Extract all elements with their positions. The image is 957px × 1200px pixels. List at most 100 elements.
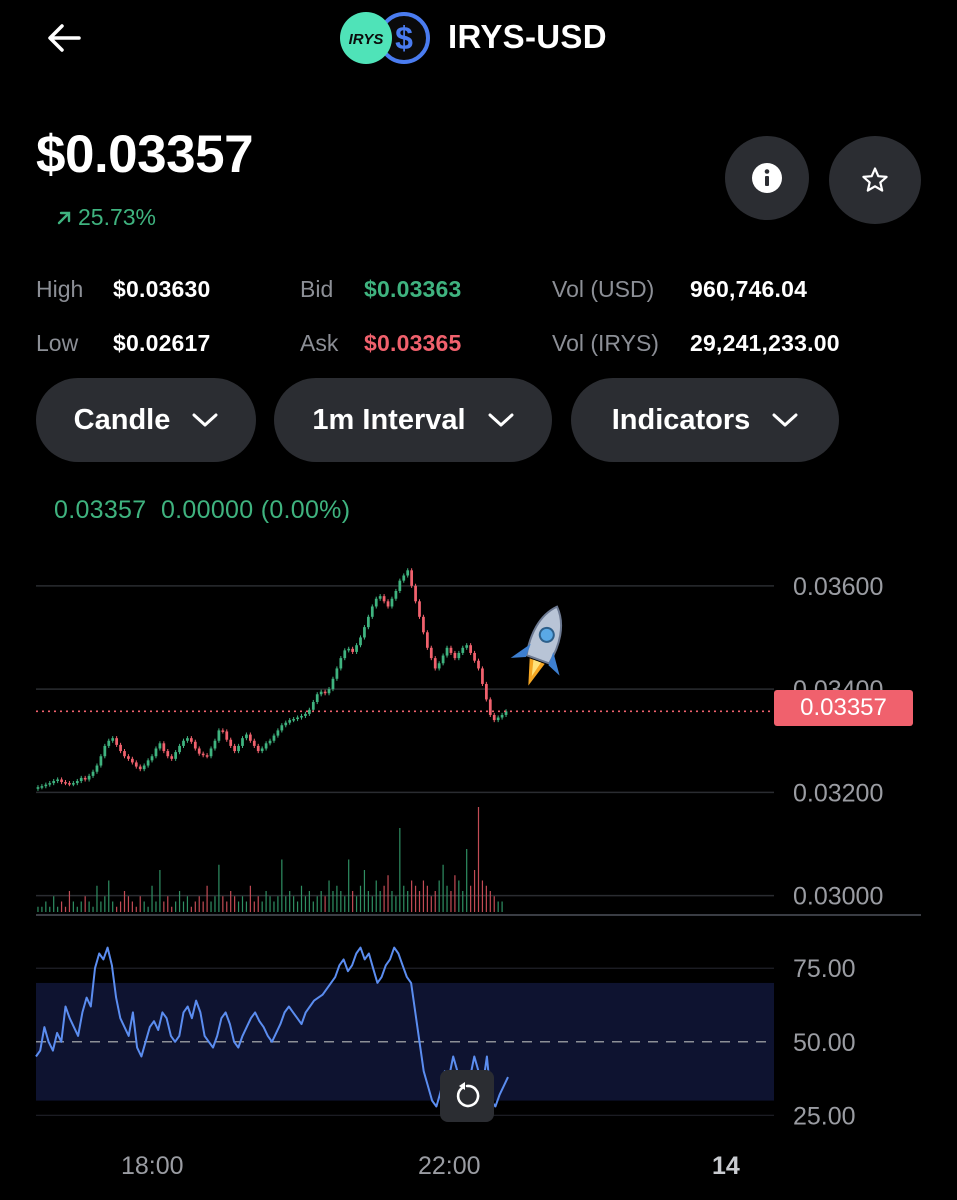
rsi-axis-tick: 50.00 xyxy=(793,1029,856,1057)
candle xyxy=(48,783,52,785)
volume-bar xyxy=(312,901,314,912)
volume-bar xyxy=(426,885,428,912)
volume-bar xyxy=(108,880,110,912)
volume-bar xyxy=(481,880,484,912)
volume-bar xyxy=(131,901,133,912)
chevron-down-icon xyxy=(772,413,798,427)
candle xyxy=(300,715,303,718)
volume-bar xyxy=(241,896,244,912)
volume-bar xyxy=(151,885,153,912)
interval-dropdown[interactable]: 1m Interval xyxy=(274,378,552,462)
candle xyxy=(390,598,394,607)
candle xyxy=(461,647,465,653)
candle xyxy=(288,720,292,723)
candle xyxy=(193,741,197,749)
candle xyxy=(209,748,213,757)
volume-bar xyxy=(422,880,425,912)
volume-bar xyxy=(261,901,263,912)
volume-bar xyxy=(316,896,318,912)
volume-bar xyxy=(182,901,185,912)
candle xyxy=(123,751,126,757)
candle xyxy=(366,616,370,628)
candle xyxy=(127,756,130,759)
candle xyxy=(205,755,209,757)
rsi-axis-tick: 25.00 xyxy=(793,1102,856,1130)
low-value: $0.02617 xyxy=(113,330,211,356)
candle xyxy=(386,601,390,607)
candle xyxy=(260,748,264,752)
indicators-label: Indicators xyxy=(611,403,751,436)
volume-bar xyxy=(407,891,409,912)
pair-logo: $ IRYS xyxy=(338,10,434,66)
vol-usd-value: 960,746.04 xyxy=(690,276,808,302)
ohlc-readout: 0.03357 0.00000 (0.00%) xyxy=(54,496,350,525)
candle xyxy=(311,702,315,710)
volume-bar xyxy=(450,891,452,912)
watchlist-star-button[interactable] xyxy=(829,136,921,224)
candle xyxy=(492,714,496,721)
reset-chart-button[interactable] xyxy=(440,1070,494,1122)
indicators-dropdown[interactable]: Indicators xyxy=(571,378,839,462)
candle xyxy=(201,753,205,756)
candle xyxy=(351,648,355,652)
volume-bar xyxy=(418,891,421,912)
candle xyxy=(437,663,441,669)
irys-logo-text: IRYS xyxy=(349,31,384,48)
candle xyxy=(64,782,67,784)
info-button[interactable] xyxy=(725,136,809,220)
candle xyxy=(429,647,433,659)
volume-bar xyxy=(178,891,181,912)
candle xyxy=(422,616,425,633)
candle xyxy=(75,781,79,784)
high-label: High xyxy=(36,276,84,302)
volume-bar xyxy=(218,864,220,912)
back-button[interactable] xyxy=(40,16,88,60)
candle xyxy=(449,647,453,653)
candle xyxy=(264,743,268,749)
volume-bar xyxy=(438,880,440,912)
volume-bar xyxy=(395,896,397,912)
candle xyxy=(343,650,347,659)
volume-bar xyxy=(100,901,102,912)
ask-label: Ask xyxy=(300,330,339,356)
candle xyxy=(359,637,362,646)
candle xyxy=(186,738,189,741)
volume-bar xyxy=(281,859,283,912)
last-price-tag: 0.03357 xyxy=(774,690,913,726)
candle xyxy=(280,725,284,731)
volume-bar xyxy=(222,896,224,912)
time-tick-14: 14 xyxy=(712,1152,740,1180)
volume-bar xyxy=(434,891,436,912)
volume-bar xyxy=(399,828,401,912)
vol-usd-label: Vol (USD) xyxy=(552,276,655,302)
candle xyxy=(150,756,154,761)
candle xyxy=(174,752,178,759)
volume-bar xyxy=(76,906,78,912)
chart-type-dropdown[interactable]: Candle xyxy=(36,378,256,462)
irys-coin-icon xyxy=(340,12,392,64)
volume-bar xyxy=(257,896,259,912)
candle xyxy=(496,717,500,721)
candle xyxy=(36,787,40,789)
volume-bar xyxy=(234,896,236,912)
candle xyxy=(52,781,56,784)
info-icon xyxy=(752,163,782,193)
rsi-line xyxy=(35,946,509,1108)
candle xyxy=(99,756,103,766)
candle xyxy=(221,730,225,732)
rsi-axis-tick: 75.00 xyxy=(793,955,856,983)
volume-bar xyxy=(473,870,476,912)
volume-bar xyxy=(308,891,310,912)
volume-bar xyxy=(194,901,196,912)
candle xyxy=(119,744,122,752)
candle xyxy=(142,765,146,770)
rocket-icon xyxy=(510,605,563,686)
volume-bar xyxy=(348,859,350,912)
ohlc-change-pct: (0.00%) xyxy=(260,496,351,524)
volume-bar xyxy=(123,891,126,912)
volume-bar xyxy=(293,896,295,912)
volume-bar xyxy=(253,901,255,912)
volume-bar xyxy=(269,896,271,912)
candle xyxy=(245,734,248,739)
